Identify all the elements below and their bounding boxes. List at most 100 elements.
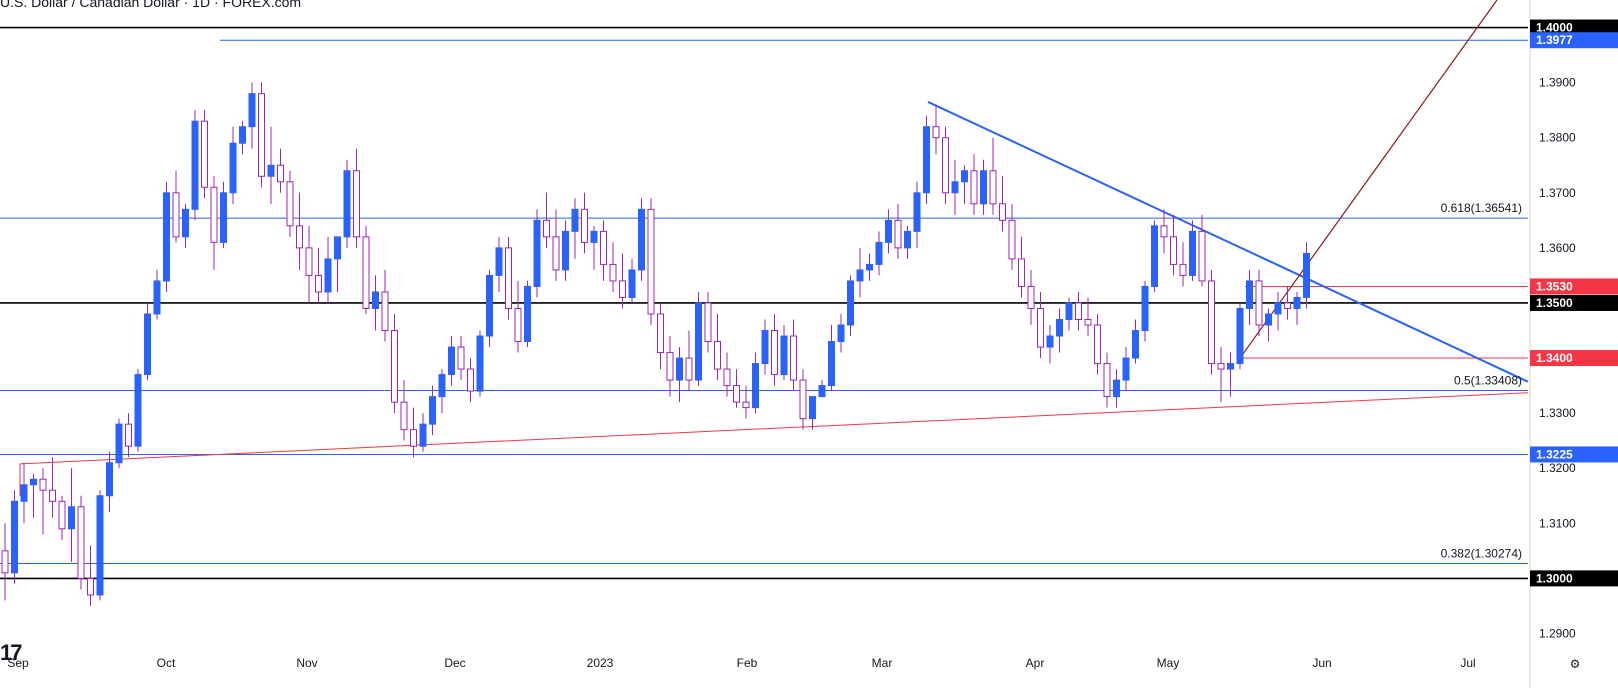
candle-body [552, 236, 560, 271]
candle-body [58, 500, 66, 530]
settings-gear-icon[interactable]: ⚙ [1570, 657, 1581, 671]
candle-body [39, 478, 47, 491]
price-label-box [1530, 294, 1618, 311]
candle-body [220, 192, 227, 243]
candle-body [1179, 263, 1187, 276]
candle-body [429, 396, 436, 425]
price-tick-label: 1.2900 [1539, 626, 1576, 640]
candle-body [1227, 363, 1234, 370]
price-label-box [1530, 19, 1618, 36]
candle-body [372, 291, 379, 309]
candle-body [619, 280, 626, 298]
price-label-text: 1.3225 [1536, 447, 1573, 461]
candle-body [647, 208, 655, 315]
candle-body [1122, 357, 1130, 381]
candle-body [457, 346, 465, 370]
candle-body [799, 379, 807, 420]
candle-body [904, 230, 911, 249]
candle-body [1018, 258, 1025, 287]
candle-body [1274, 302, 1282, 315]
candle-body [419, 423, 427, 447]
fib-level-label: 0.5(1.33408) [1454, 374, 1522, 388]
candle-body [68, 506, 75, 530]
candle-body [1103, 363, 1111, 398]
price-tick-label: 1.3800 [1539, 131, 1576, 145]
candle-body [1094, 324, 1101, 365]
candle-body [1293, 296, 1301, 309]
candle-body [1056, 318, 1063, 337]
candle-body [847, 280, 854, 326]
candle-body [172, 192, 180, 238]
candle-body [837, 324, 845, 343]
price-label-box [1530, 278, 1618, 295]
candle-body [1208, 280, 1215, 365]
candle-body [581, 208, 588, 243]
candle-body [1151, 225, 1158, 287]
candle-body [638, 208, 645, 271]
price-label-text: 1.4000 [1536, 21, 1573, 35]
candle-body [628, 269, 636, 298]
candle-body [381, 291, 389, 332]
candle-body [1008, 219, 1016, 260]
candle-body [96, 495, 104, 596]
candle-body [1160, 225, 1168, 238]
candle-body [1198, 230, 1206, 282]
candle-body [885, 219, 892, 243]
candle-body [771, 330, 778, 376]
candle-body [315, 274, 322, 293]
candle-body [752, 363, 759, 409]
price-label-box [1530, 570, 1618, 587]
candle-body [514, 307, 522, 343]
candle-body [391, 330, 398, 403]
time-tick-label: Sep [7, 656, 29, 670]
candle-body [932, 126, 940, 139]
candle-body [695, 302, 702, 381]
candle-body [923, 126, 930, 194]
candle-body [951, 181, 959, 194]
time-tick-label: Jun [1312, 656, 1331, 670]
time-tick-label: 2023 [587, 656, 614, 670]
candle-body [20, 484, 28, 502]
candle-body [809, 396, 816, 420]
candle-body [1284, 302, 1291, 309]
price-label-text: 1.3500 [1536, 296, 1573, 310]
price-tick-label: 1.3100 [1539, 516, 1576, 530]
candle-body [761, 330, 769, 365]
candle-body [1255, 280, 1263, 326]
time-tick-label: Mar [872, 656, 893, 670]
time-tick-label: Jul [1460, 656, 1475, 670]
time-tick-label: Nov [296, 656, 317, 670]
candle-body [486, 274, 493, 337]
candle-body [524, 285, 531, 343]
candle-body [1075, 302, 1082, 320]
blue-falling-trendline [927, 101, 1529, 383]
candle-body [600, 230, 607, 265]
candle-body [505, 247, 512, 309]
candle-body [191, 120, 199, 210]
candle-body [1170, 236, 1177, 265]
candle-body [144, 313, 151, 376]
candle-body [343, 170, 351, 238]
candle-body [248, 93, 256, 128]
price-tick-label: 1.3900 [1539, 76, 1576, 90]
time-tick-label: Oct [157, 656, 176, 670]
price-label-text: 1.3000 [1536, 571, 1573, 585]
candle-body [305, 247, 313, 276]
candle-body [828, 341, 835, 387]
candle-body [49, 489, 56, 502]
candle-body [1084, 318, 1092, 326]
candle-body [790, 335, 797, 381]
tradingview-logo: 17 [0, 640, 23, 665]
candle-body [115, 423, 123, 464]
time-tick-label: Dec [444, 656, 465, 670]
candle-body [125, 423, 132, 447]
time-tick-label: Feb [737, 656, 758, 670]
candle-body [400, 401, 408, 431]
price-label-text: 1.3400 [1536, 351, 1573, 365]
candle-body [277, 164, 284, 183]
candle-body [467, 368, 474, 392]
candle-body [1236, 307, 1244, 365]
candle-body [780, 335, 788, 376]
candle-body [1217, 363, 1225, 370]
time-tick-label: May [1157, 656, 1180, 670]
